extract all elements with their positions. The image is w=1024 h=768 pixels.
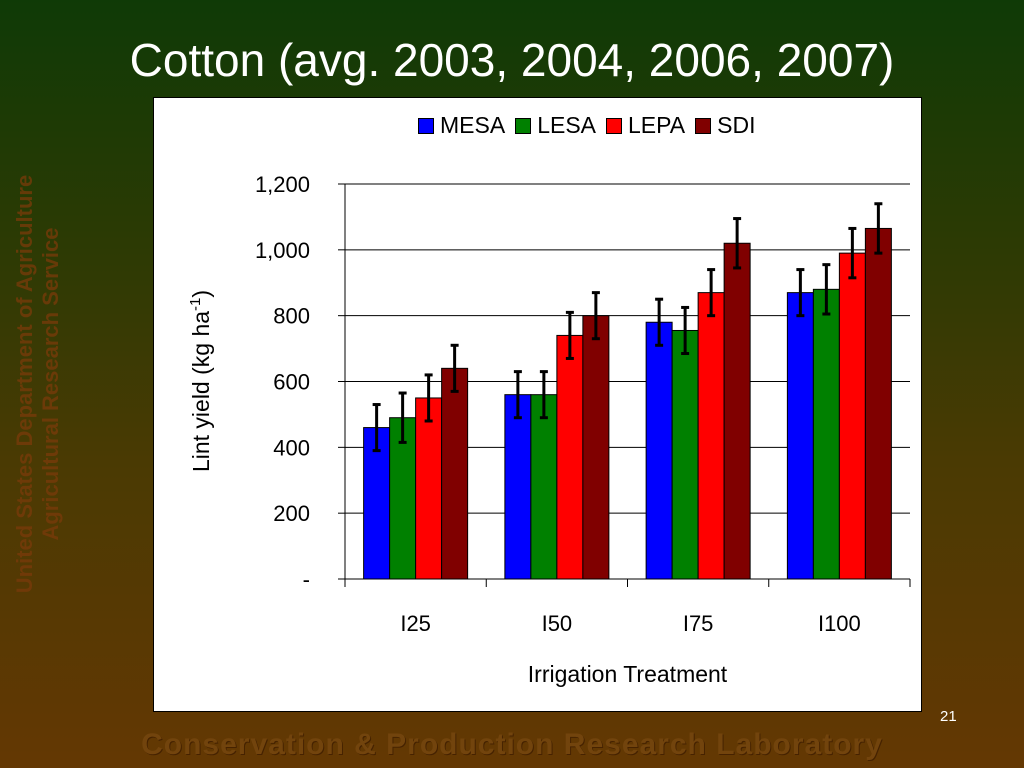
bar-mesa-i75 <box>645 321 673 580</box>
side-watermark: United States Department of Agriculture … <box>12 175 64 593</box>
y-tick-label: 800 <box>273 304 310 329</box>
bar-lepa-i50 <box>556 334 584 580</box>
y-tick-label: 1,000 <box>255 238 310 263</box>
bar-sdi-i75 <box>723 242 751 580</box>
bar-chart: - 200 400 600 800 1,000 1,200 I25 I50 I75 I100 Irri… <box>187 172 911 687</box>
bar-lesa-i50 <box>530 394 558 580</box>
legend-swatch <box>515 117 532 134</box>
y-tick-label: 1,200 <box>255 172 310 197</box>
x-tick-label: I75 <box>683 611 714 636</box>
legend-label: LESA <box>537 112 597 138</box>
legend-swatch <box>418 117 434 134</box>
legend-swatch <box>695 117 712 134</box>
legend-label: LEPA <box>628 112 686 138</box>
bar-mesa-i50 <box>504 394 532 580</box>
bar-lepa-i75 <box>697 292 725 580</box>
y-tick-label: 600 <box>273 370 310 395</box>
side-watermark-line2: Agricultural Research Service <box>38 227 63 541</box>
legend-label: SDI <box>717 112 756 138</box>
bar-lepa-i25 <box>415 397 443 580</box>
bar-sdi-i25 <box>441 367 469 580</box>
x-tick-label: I50 <box>542 611 573 636</box>
x-axis-label: Irrigation Treatment <box>528 661 728 687</box>
y-tick-label: 400 <box>273 435 310 460</box>
bar-lesa-i100 <box>812 288 840 580</box>
chart-legend: MESA LESA LEPA SDI <box>418 112 765 139</box>
legend-item-lepa: LEPA <box>606 112 685 139</box>
x-tick-label: I25 <box>400 611 431 636</box>
axes <box>338 183 911 587</box>
y-tick-label: - <box>303 567 310 592</box>
footer-lab-name: Conservation & Production Research Labor… <box>141 728 883 761</box>
bar-lepa-i100 <box>838 252 866 580</box>
legend-item-sdi: SDI <box>695 112 755 139</box>
legend-label: MESA <box>440 112 506 138</box>
slide-title: Cotton (avg. 2003, 2004, 2006, 2007) <box>129 34 895 86</box>
axis-labels: - 200 400 600 800 1,000 1,200 I25 I50 I75 I100 Irri… <box>187 172 861 687</box>
bars <box>363 202 892 580</box>
x-tick-label: I100 <box>818 611 861 636</box>
legend-item-mesa: MESA <box>418 112 505 139</box>
legend-swatch <box>606 117 623 134</box>
page-number: 21 <box>940 708 957 725</box>
bar-sdi-i100 <box>864 227 892 580</box>
bar-lesa-i75 <box>671 329 699 580</box>
bar-sdi-i50 <box>582 315 610 580</box>
chart-panel: - 200 400 600 800 1,000 1,200 I25 I50 I75 I100 Irri… <box>153 97 922 712</box>
y-axis-label: Lint yield (kg ha-1) <box>187 290 214 472</box>
y-tick-label: 200 <box>273 501 310 526</box>
bar-mesa-i100 <box>786 292 814 580</box>
side-watermark-line1: United States Department of Agriculture <box>12 174 37 594</box>
legend-item-lesa: LESA <box>515 112 596 139</box>
